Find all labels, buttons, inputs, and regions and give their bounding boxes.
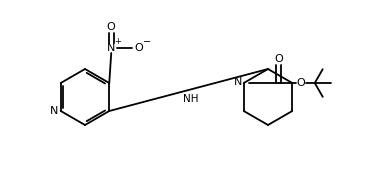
Text: N: N [234, 77, 242, 87]
Text: N: N [107, 43, 116, 53]
Text: N: N [50, 106, 58, 116]
Text: O: O [135, 43, 144, 53]
Text: NH: NH [183, 94, 198, 104]
Text: −: − [143, 37, 151, 47]
Text: O: O [107, 22, 116, 32]
Text: O: O [274, 54, 283, 64]
Text: O: O [296, 78, 305, 88]
Text: +: + [114, 37, 121, 47]
